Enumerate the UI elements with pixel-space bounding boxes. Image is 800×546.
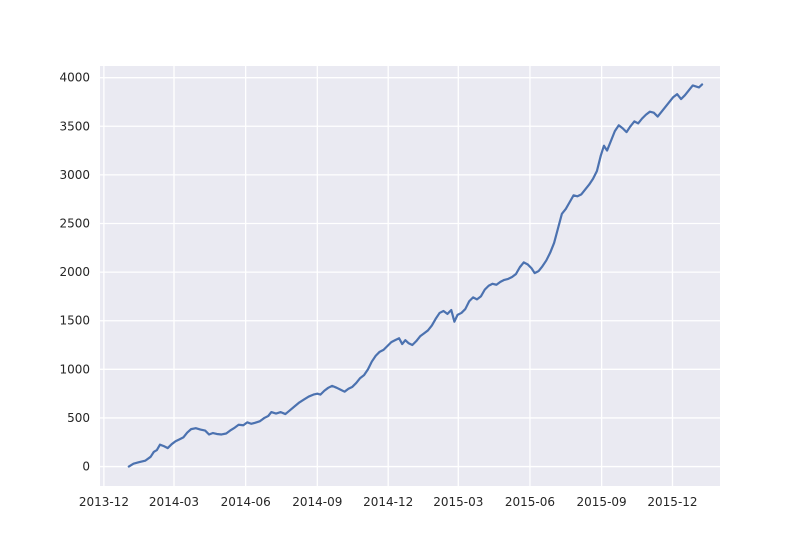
y-tick-label: 1500 (59, 314, 90, 328)
x-grid-lines (103, 66, 674, 486)
x-tick-labels: 2013-12 2014-03 2014-06 2014-09 2014-12 2015-… (79, 495, 698, 509)
y-tick-label: 3500 (59, 119, 90, 133)
x-tick-label: 2014-09 (292, 495, 342, 509)
plot-area-background (100, 66, 720, 486)
series-layer (127, 83, 704, 468)
series-line-0 (127, 83, 704, 468)
y-tick-label: 1000 (59, 362, 90, 376)
x-tick-label: 2014-06 (221, 495, 271, 509)
x-tick-label: 2013-12 (79, 495, 129, 509)
y-tick-labels: 0 500 1000 1500 2000 2500 3000 3500 4000 (59, 71, 90, 474)
x-tick-label: 2015-03 (433, 495, 483, 509)
x-tick-label: 2014-12 (363, 495, 413, 509)
y-tick-label: 2000 (59, 265, 90, 279)
y-tick-label: 500 (67, 411, 90, 425)
y-tick-label: 4000 (59, 71, 90, 85)
y-tick-label: 3000 (59, 168, 90, 182)
x-tick-label: 2015-09 (577, 495, 627, 509)
x-tick-label: 2015-06 (505, 495, 555, 509)
y-tick-label: 2500 (59, 217, 90, 231)
y-grid-lines (100, 77, 720, 468)
x-tick-label: 2014-03 (149, 495, 199, 509)
x-tick-label: 2015-12 (647, 495, 697, 509)
y-tick-label: 0 (82, 460, 90, 474)
